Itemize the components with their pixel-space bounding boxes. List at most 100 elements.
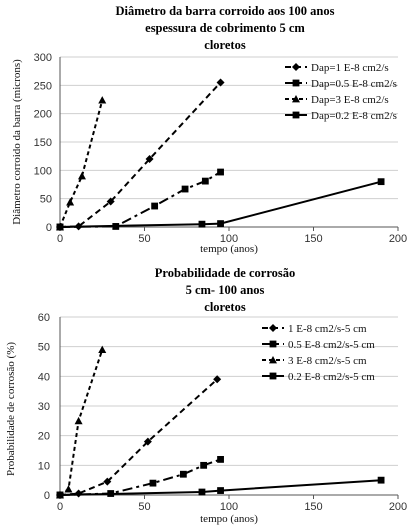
data-point [198,488,206,496]
data-point [213,375,222,384]
legend-label: Dap=1 E-8 cm2/s [311,62,389,74]
y-tick-label: 60 [38,312,50,324]
legend-marker [269,372,277,380]
series-line [59,180,382,228]
chart-title-line-2: espessura de cobrimento 5 cm [145,21,305,35]
legend: Dap=1 E-8 cm2/s Dap=0.5 E-8 cm2/s Dap=3 E-… [285,62,397,122]
data-point [181,185,189,193]
plot-area [56,345,385,499]
x-tick-label: 150 [304,233,322,245]
series-line [59,99,104,228]
x-axis-label: tempo (anos) [200,243,258,255]
y-axis-label: Diâmetro corroido da barra (microns) [11,59,23,225]
chart-title: Probabilidade de corrosão 5 cm- 100 anos… [155,266,296,314]
grid-lines [60,316,398,466]
legend-label: Dap=0.5 E-8 cm2/s [311,78,397,90]
series-1 [56,78,225,231]
x-tick-label: 100 [220,233,238,245]
data-point [74,416,83,425]
y-tick-label: 20 [38,431,50,443]
grid-lines [60,56,398,200]
x-tick-labels: 0 50 100 150 200 [57,233,407,245]
data-point [149,479,157,487]
chart-diametro: Diâmetro da barra corroido aos 100 anos … [11,4,407,255]
data-point [216,78,225,87]
y-tick-label: 150 [34,137,52,149]
data-point [377,476,385,484]
data-point [66,198,75,206]
y-tick-label: 0 [46,222,52,234]
series-line [59,349,104,496]
legend-marker [292,63,300,71]
chart-title-line-2: 5 cm- 100 anos [186,283,265,297]
y-tick-label: 50 [38,342,50,354]
y-tick-label: 300 [34,52,52,64]
chart-title-line-1: Diâmetro da barra corroido aos 100 anos [116,4,335,18]
series-4 [56,178,385,231]
data-point [217,220,224,227]
legend-marker [269,356,277,364]
data-point [217,487,224,494]
data-point [77,172,86,180]
legend-label: 1 E-8 cm2/s-5 cm [288,323,367,335]
legend-entry-2: Dap=0.5 E-8 cm2/s [285,78,397,90]
series-1 [56,375,222,499]
data-point [56,223,64,231]
data-point [103,477,112,486]
data-point [98,96,107,104]
legend-entry-2: 0.5 E-8 cm2/s-5 cm [262,339,375,351]
y-tick-label: 0 [44,490,50,502]
legend-entry-4: 0.2 E-8 cm2/s-5 cm [262,371,375,383]
data-point [145,155,154,163]
data-point [56,491,64,499]
y-tick-label: 100 [34,165,52,177]
series-4 [56,476,385,499]
y-tick-label: 10 [38,460,50,472]
legend-entry-3: 3 E-8 cm2/s-5 cm [262,355,367,367]
legend-label: Dap=0.2 E-8 cm2/s [311,110,397,122]
data-point [200,461,208,469]
data-point [98,345,107,354]
data-point [143,437,152,446]
x-tick-label: 50 [138,233,150,245]
x-axis-label: tempo (anos) [200,513,258,525]
series-line [59,171,222,228]
data-point [217,456,224,463]
data-point [217,168,224,176]
x-tick-label: 100 [220,501,238,513]
x-tick-label: 200 [389,501,407,513]
y-tick-label: 50 [40,194,52,206]
x-tick-label: 200 [389,233,407,245]
y-tick-label: 250 [34,80,52,92]
chart-title: Diâmetro da barra corroido aos 100 anos … [116,4,335,52]
x-tick-label: 0 [57,233,63,245]
legend-label: 3 E-8 cm2/s-5 cm [288,355,367,367]
series-line [59,479,382,496]
series-line [59,378,218,496]
y-tick-label: 30 [38,401,50,413]
chart-title-line-1: Probabilidade de corrosão [155,266,296,280]
y-tick-labels: 0 10 20 30 40 50 60 [38,312,50,502]
legend-entry-1: 1 E-8 cm2/s-5 cm [262,323,367,335]
y-tick-label: 40 [38,371,50,383]
x-tick-label: 0 [57,501,63,513]
data-point [377,178,385,186]
data-point [179,470,187,478]
chart-probabilidade: Probabilidade de corrosão 5 cm- 100 anos… [5,266,407,525]
series-line [59,81,222,228]
legend-label: Dap=3 E-8 cm2/s [311,94,389,106]
x-tick-label: 150 [304,501,322,513]
legend-label: 0.2 E-8 cm2/s-5 cm [288,371,375,383]
y-tick-label: 200 [34,109,52,121]
x-tick-label: 50 [138,501,150,513]
data-point [151,202,159,210]
data-point [64,485,73,493]
chart-title-line-3: cloretos [204,38,246,52]
plot-area [56,78,385,231]
chart-title-line-3: cloretos [204,300,246,314]
legend: 1 E-8 cm2/s-5 cm 0.5 E-8 cm2/s-5 cm 3 E-8 … [262,323,375,383]
series-line [59,458,221,496]
legend-marker [269,324,277,332]
legend-marker [292,111,300,119]
legend-entry-3: Dap=3 E-8 cm2/s [285,94,389,106]
